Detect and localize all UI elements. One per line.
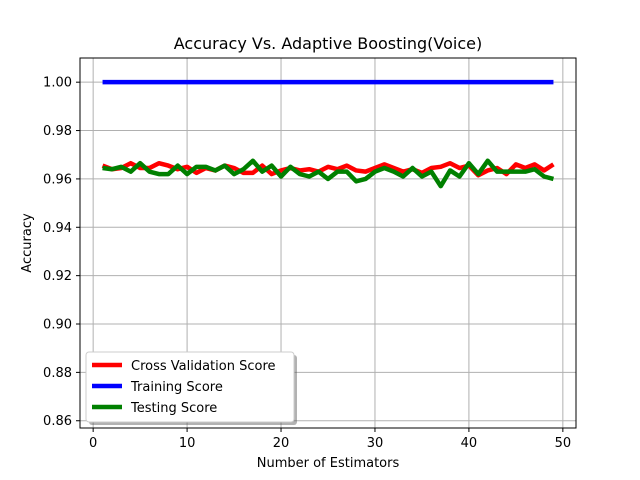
x-tick-label: 20 — [273, 436, 290, 451]
legend-label-1: Training Score — [130, 380, 223, 395]
y-tick-label: 0.96 — [43, 172, 72, 187]
x-tick-label: 50 — [555, 436, 572, 451]
series-lines — [101, 79, 555, 189]
x-tick-label: 0 — [89, 436, 97, 451]
legend-label-0: Cross Validation Score — [131, 359, 276, 374]
y-tick-label: 0.98 — [43, 124, 72, 139]
legend-label-2: Testing Score — [130, 401, 217, 416]
legend-box — [85, 351, 295, 423]
legend: Cross Validation Score Training Score Test… — [85, 351, 297, 425]
plot-frame — [79, 57, 577, 429]
x-tick-label: 40 — [461, 436, 478, 451]
series-line-2 — [102, 158, 555, 189]
x-tick-label: 30 — [367, 436, 384, 451]
y-tick-label: 0.86 — [43, 414, 72, 429]
chart-title: Accuracy Vs. Adaptive Boosting(Voice) — [174, 34, 482, 53]
axis-ticks: 0 10 20 30 40 50 0.86 0.88 0.90 0.92 0.94 0.96 0.98 1… — [43, 76, 571, 451]
legend-items: Cross Validation Score Training Score Test… — [92, 359, 276, 416]
y-tick-label: 0.90 — [43, 318, 72, 333]
y-tick-label: 0.92 — [43, 269, 72, 284]
y-tick-label: 1.00 — [43, 76, 72, 91]
y-axis-label: Accuracy — [20, 213, 35, 273]
y-tick-label: 0.88 — [43, 366, 72, 381]
x-tick-label: 10 — [179, 436, 196, 451]
y-tick-label: 0.94 — [43, 221, 72, 236]
x-axis-label: Number of Estimators — [257, 456, 400, 471]
